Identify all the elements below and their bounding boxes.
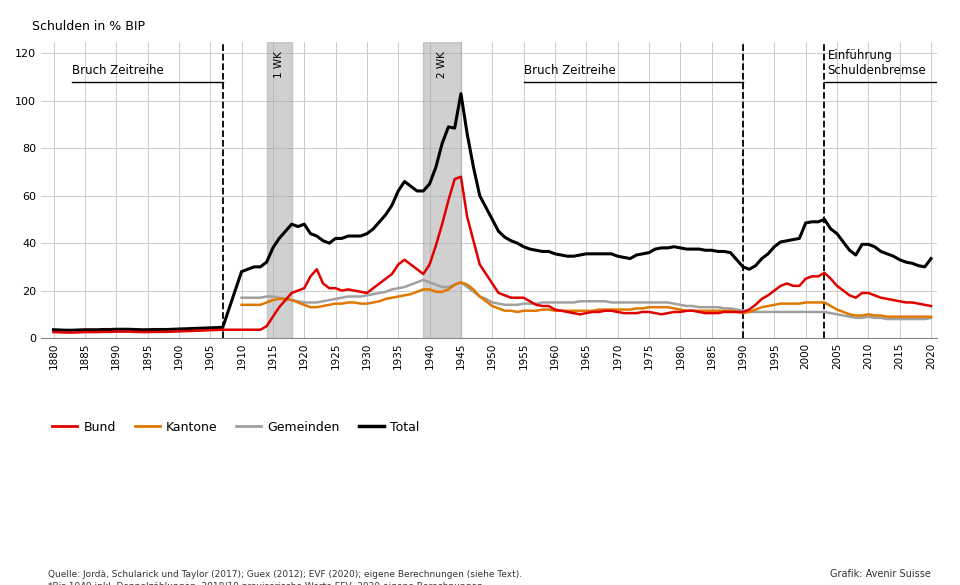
Text: 1 WK: 1 WK <box>275 51 284 78</box>
Bar <box>423 42 461 338</box>
Text: Quelle: Jordà, Schularick und Taylor (2017); Guex (2012); EVF (2020); eigene Ber: Quelle: Jordà, Schularick und Taylor (20… <box>48 570 522 579</box>
Text: *Bis 1949 inkl. Doppelzählungen, 2018/19 provisorische Werte EFV, 2020 eigene Be: *Bis 1949 inkl. Doppelzählungen, 2018/19… <box>48 582 483 585</box>
Text: Bruch Zeitreihe: Bruch Zeitreihe <box>523 64 615 77</box>
Text: 2 WK: 2 WK <box>437 51 447 78</box>
Text: Bruch Zeitreihe: Bruch Zeitreihe <box>72 64 164 77</box>
Text: Einführung
Schuldenbremse: Einführung Schuldenbremse <box>828 49 926 77</box>
Legend: Bund, Kantone, Gemeinden, Total: Bund, Kantone, Gemeinden, Total <box>47 415 424 439</box>
Text: Grafik: Avenir Suisse: Grafik: Avenir Suisse <box>830 569 931 579</box>
Text: Schulden in % BIP: Schulden in % BIP <box>32 20 145 33</box>
Bar <box>267 42 292 338</box>
